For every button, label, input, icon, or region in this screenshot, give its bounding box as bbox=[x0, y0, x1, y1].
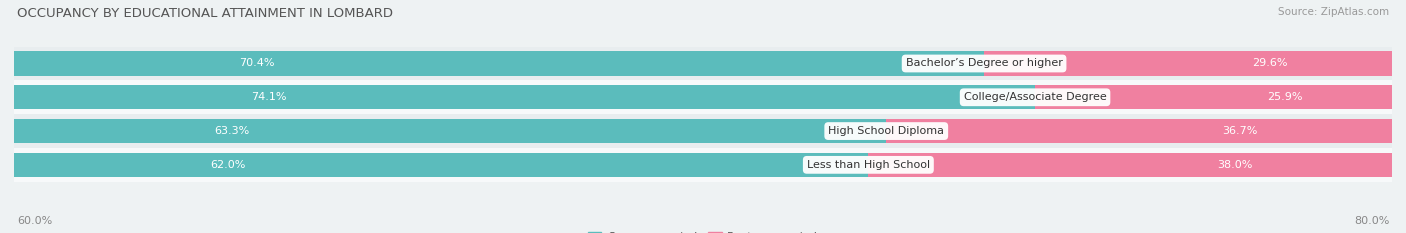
Text: 70.4%: 70.4% bbox=[239, 58, 274, 69]
Text: Source: ZipAtlas.com: Source: ZipAtlas.com bbox=[1278, 7, 1389, 17]
Text: Bachelor’s Degree or higher: Bachelor’s Degree or higher bbox=[905, 58, 1063, 69]
Text: 74.1%: 74.1% bbox=[252, 92, 287, 102]
Text: Less than High School: Less than High School bbox=[807, 160, 929, 170]
Bar bbox=[14, 153, 869, 177]
Bar bbox=[14, 80, 1392, 114]
Text: 38.0%: 38.0% bbox=[1218, 160, 1253, 170]
Text: 25.9%: 25.9% bbox=[1267, 92, 1302, 102]
Bar bbox=[869, 153, 1392, 177]
Legend: Owner-occupied, Renter-occupied: Owner-occupied, Renter-occupied bbox=[583, 227, 823, 233]
Bar bbox=[14, 114, 1392, 148]
Text: OCCUPANCY BY EDUCATIONAL ATTAINMENT IN LOMBARD: OCCUPANCY BY EDUCATIONAL ATTAINMENT IN L… bbox=[17, 7, 392, 20]
Text: 63.3%: 63.3% bbox=[215, 126, 250, 136]
Text: 62.0%: 62.0% bbox=[209, 160, 245, 170]
Bar bbox=[1035, 85, 1392, 110]
Bar bbox=[886, 119, 1392, 143]
Bar bbox=[14, 85, 1035, 110]
Text: 36.7%: 36.7% bbox=[1223, 126, 1258, 136]
Text: College/Associate Degree: College/Associate Degree bbox=[963, 92, 1107, 102]
Bar bbox=[14, 148, 1392, 182]
Bar bbox=[14, 51, 984, 76]
Bar bbox=[14, 47, 1392, 80]
Text: 80.0%: 80.0% bbox=[1354, 216, 1389, 226]
Text: 29.6%: 29.6% bbox=[1251, 58, 1288, 69]
Text: High School Diploma: High School Diploma bbox=[828, 126, 945, 136]
Bar bbox=[14, 119, 886, 143]
Text: 60.0%: 60.0% bbox=[17, 216, 52, 226]
Bar bbox=[984, 51, 1392, 76]
